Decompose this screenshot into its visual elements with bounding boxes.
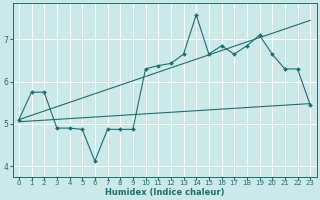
- X-axis label: Humidex (Indice chaleur): Humidex (Indice chaleur): [105, 188, 224, 197]
